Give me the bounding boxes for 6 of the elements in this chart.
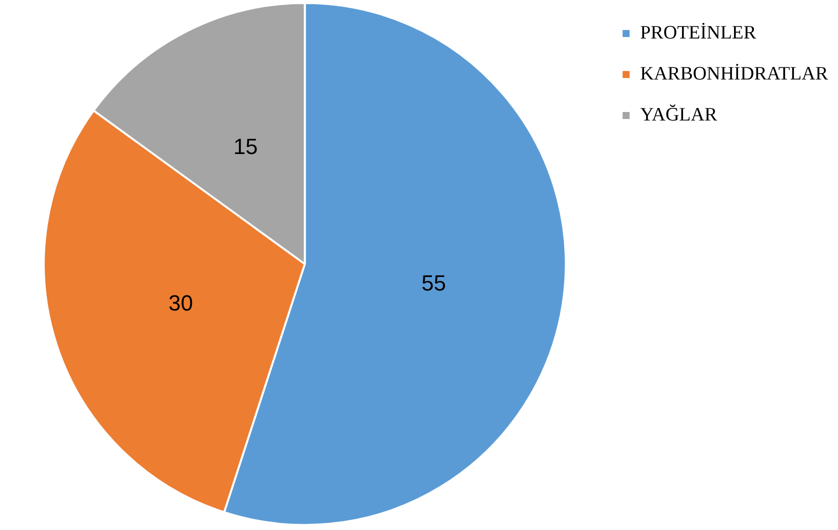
legend-label: PROTEİNLER	[640, 22, 757, 44]
data-label: 15	[233, 134, 258, 159]
data-label: 30	[168, 290, 193, 316]
legend-label: KARBONHİDRATLAR	[640, 63, 828, 84]
data-label: 55	[421, 270, 446, 296]
legend-label: YAĞLAR	[640, 103, 718, 126]
